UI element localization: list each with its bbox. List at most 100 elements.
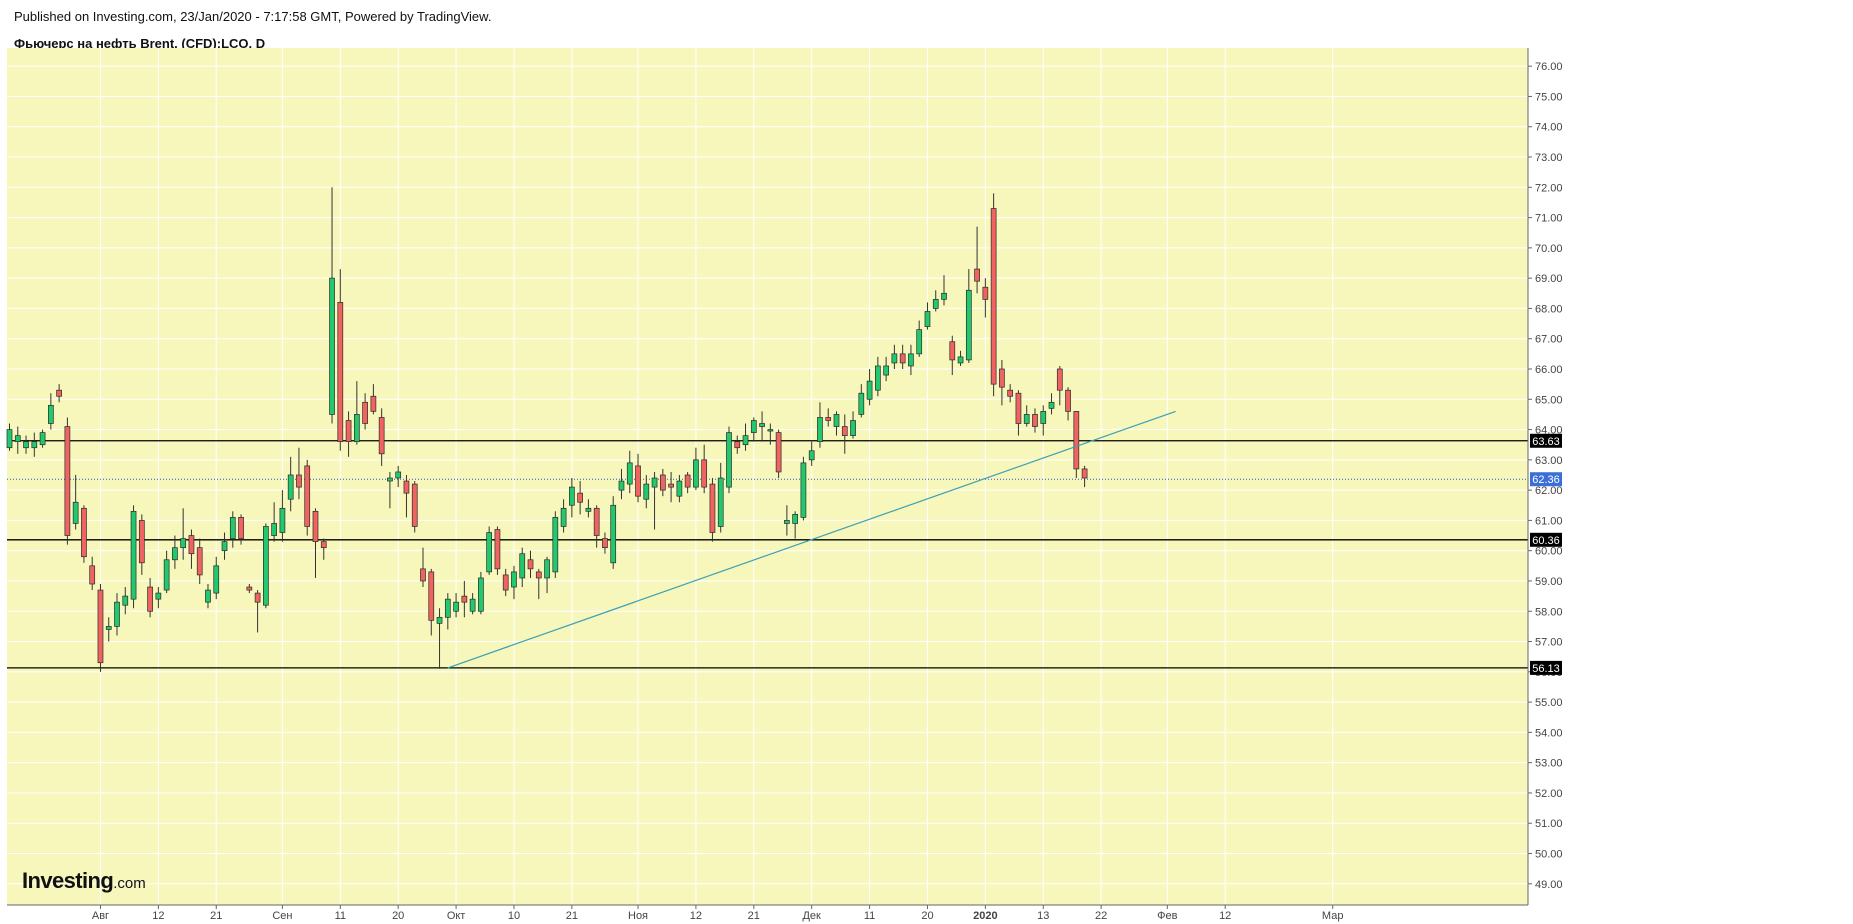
candle-body <box>651 477 658 488</box>
candle <box>304 459 311 536</box>
investing-logo: Investing.com <box>22 868 146 893</box>
x-tick-label: 21 <box>210 910 222 922</box>
x-tick-label: 12 <box>1219 910 1231 922</box>
candle <box>89 556 96 591</box>
candle-body <box>6 429 13 449</box>
published-info: Published on Investing.com, 23/Jan/2020 … <box>14 9 492 24</box>
x-tick-label: 20 <box>921 910 933 922</box>
x-tick-label: 12 <box>690 910 702 922</box>
candle-body <box>312 510 319 542</box>
candle <box>924 302 931 330</box>
candle-body <box>684 474 691 488</box>
price-label-box <box>1530 532 1562 547</box>
candle-body <box>1007 389 1014 397</box>
y-tick-label: 70.00 <box>1535 243 1563 255</box>
candle-body <box>635 465 641 497</box>
y-tick-label: 62.00 <box>1535 485 1563 497</box>
candle-body <box>370 395 377 412</box>
candle-body <box>883 365 889 376</box>
y-tick-label: 73.00 <box>1535 152 1563 164</box>
candle-body <box>759 423 765 427</box>
y-tick-label: 60.00 <box>1535 546 1563 558</box>
candle-body <box>610 504 617 564</box>
candle-body <box>999 368 1005 388</box>
candle <box>494 526 501 575</box>
candle-body <box>511 571 517 588</box>
candle <box>271 502 277 542</box>
candle-body <box>436 616 443 624</box>
x-tick-label: Мар <box>1322 910 1344 922</box>
candle-body <box>1048 401 1055 409</box>
candle-body <box>1032 414 1038 427</box>
candle-body <box>188 535 195 555</box>
candle-body <box>825 417 832 421</box>
candle-body <box>659 474 666 491</box>
candle-body <box>271 523 277 536</box>
candle-body <box>750 420 757 433</box>
candle <box>618 468 625 500</box>
candle-body <box>72 501 79 524</box>
candle <box>196 538 203 585</box>
candle-body <box>535 571 542 579</box>
candle-body <box>552 517 559 573</box>
price-label-text: 62.36 <box>1532 474 1560 486</box>
y-tick-label: 67.00 <box>1535 334 1563 346</box>
y-tick-label: 63.00 <box>1535 455 1563 467</box>
candle <box>866 368 873 406</box>
candle <box>1056 365 1063 406</box>
candle-body <box>742 435 749 446</box>
candle <box>527 550 534 578</box>
candle-body <box>709 483 716 533</box>
candle <box>23 435 29 454</box>
candle <box>81 505 87 563</box>
candle-body <box>924 311 931 327</box>
price-labels: 63.63 60.36 56.13 62.36 <box>1530 433 1562 675</box>
candle-body <box>155 592 162 600</box>
candle-body <box>287 474 294 500</box>
candle <box>635 453 641 503</box>
y-tick-label: 55.00 <box>1535 697 1563 709</box>
candle-body <box>64 426 71 536</box>
candle <box>114 593 120 636</box>
x-tick-label: 10 <box>508 910 520 922</box>
candle-body <box>618 480 625 491</box>
candle-body <box>180 538 187 549</box>
candle <box>684 471 691 494</box>
candle <box>908 344 914 376</box>
candle <box>1073 411 1080 479</box>
candle-body <box>353 414 360 443</box>
candle-body <box>420 568 426 582</box>
candle <box>957 350 964 366</box>
candle-body <box>89 565 96 585</box>
candles <box>6 187 1088 672</box>
candle <box>31 432 38 457</box>
candle-body <box>866 380 873 400</box>
candle-body <box>81 507 87 558</box>
candle-body <box>279 507 286 533</box>
y-tick-label: 52.00 <box>1535 788 1563 800</box>
y-tick-label: 49.00 <box>1535 879 1563 891</box>
y-tick-label: 75.00 <box>1535 91 1563 103</box>
candle <box>64 417 71 545</box>
y-tick-label: 57.00 <box>1535 637 1563 649</box>
candle-body <box>263 526 269 606</box>
candle <box>833 411 840 436</box>
candle <box>163 550 170 594</box>
candle <box>205 584 211 609</box>
candle <box>188 529 195 569</box>
candle-body <box>775 432 782 473</box>
candle-body <box>519 553 526 579</box>
candle-body <box>147 586 153 612</box>
candle <box>626 450 633 494</box>
candle <box>883 356 889 382</box>
candle-body <box>990 208 997 385</box>
candle-body <box>1065 389 1071 412</box>
candle-body <box>23 441 29 449</box>
horizontal-levels <box>7 440 1528 669</box>
candle <box>1023 405 1030 427</box>
candle <box>717 462 724 533</box>
x-tick-label: Ноя <box>628 910 648 922</box>
candle-body <box>362 401 368 424</box>
candle-body <box>469 598 476 612</box>
